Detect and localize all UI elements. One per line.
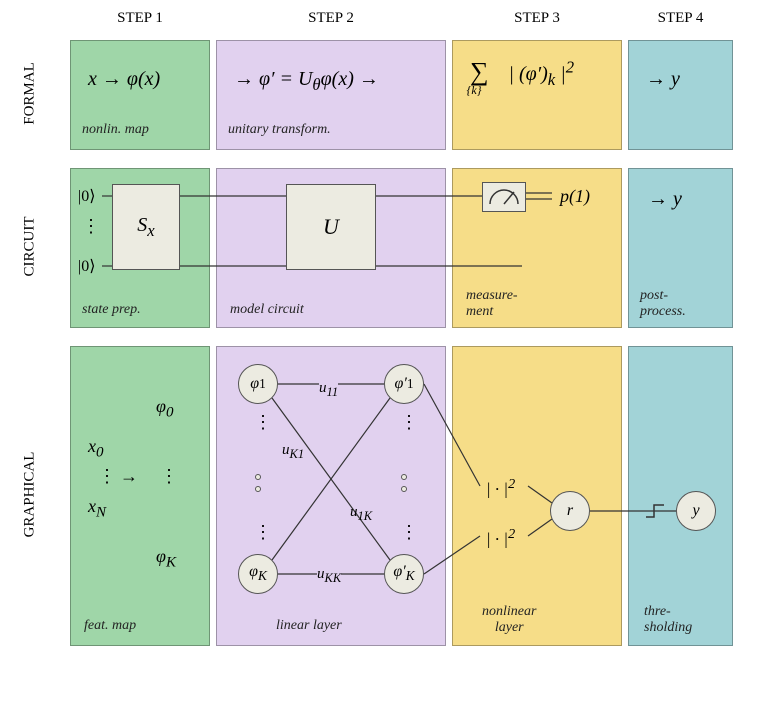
x0-label: x0 [88,436,104,462]
r3s1-cap: feat. map [84,618,136,634]
meter-icon [484,184,524,210]
r1s1-formula: x → φ(x) [88,68,160,91]
header-step-4: STEP 4 [628,10,733,27]
r3s2-cap: linear layer [276,618,342,634]
r2s2-cap: model circuit [230,302,304,318]
phiK-label: φK [156,546,176,572]
node-phi1p: φ′1 [384,364,424,404]
u1K-label: u1K [350,504,372,524]
mid-dot-l1 [255,474,261,480]
ket0-top: |0⟩ [78,186,95,206]
r2s4-cap: post- process. [640,288,686,320]
r2-arrow-y: → y [648,188,682,211]
r3s4-cap: thre- sholding [644,604,692,636]
node-phi1: φ1 [238,364,278,404]
row-label-circuit: CIRCUIT [22,197,39,297]
diagram-root: STEP 1 STEP 2 STEP 3 STEP 4 FORMAL CIRCUIT GRA… [0,0,768,708]
header-step-2: STEP 2 [216,10,446,27]
phi-vdots: ⋮ [160,466,178,487]
abs2-top: | · |2 [486,476,515,500]
xN-label: xN [88,496,106,522]
mid-dot-l2 [255,486,261,492]
row-label-formal: FORMAL [22,44,39,144]
r1s4-formula: → y [646,68,680,91]
ket0-bot: |0⟩ [78,256,95,276]
x-arrow: → [120,466,138,487]
u-box: U [286,184,376,270]
panel-r1-c4 [628,40,733,150]
net-vdots-l2: ⋮ [254,522,272,543]
phi0-label: φ0 [156,396,173,422]
net-vdots-r: ⋮ [400,412,418,433]
header-step-3: STEP 3 [452,10,622,27]
x-vdots: ⋮ [98,466,116,487]
uK1-label: uK1 [282,442,304,462]
header-step-1: STEP 1 [70,10,210,27]
uKK-label: uKK [317,566,341,586]
node-phiK: φK [238,554,278,594]
node-y: y [676,491,716,531]
p1-label: p(1) [560,186,590,207]
sx-box: Sx [112,184,180,270]
panel-r3-c3 [452,346,622,646]
meter-box [482,182,526,212]
r1s2-cap: unitary transform. [228,122,331,138]
net-vdots-l: ⋮ [254,412,272,433]
ket-vdots: ⋮ [82,216,98,237]
node-phiKp: φ′K [384,554,424,594]
abs2-bot: | · |2 [486,526,515,550]
r3s3-cap: nonlinear layer [482,604,536,636]
mid-dot-r2 [401,486,407,492]
panel-r3-c4 [628,346,733,646]
r1s1-cap: nonlin. map [82,122,149,138]
node-r: r [550,491,590,531]
net-vdots-r2: ⋮ [400,522,418,543]
r2s3-cap: measure- ment [466,288,518,320]
r2s1-cap: state prep. [82,302,141,318]
row-label-graphical: GRAPHICAL [22,445,39,545]
r1s2-formula: → φ′ = Uθφ(x) → [234,68,379,95]
mid-dot-r1 [401,474,407,480]
r1s3-formula: ∑{k} | (φ′)k |2 [470,58,574,89]
u11-label: u11 [319,380,338,400]
